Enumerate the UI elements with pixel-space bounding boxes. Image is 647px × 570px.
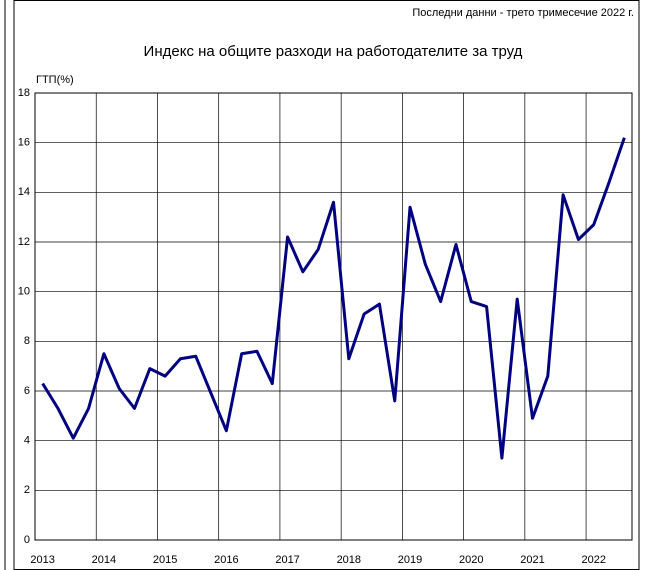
chart-title: Индекс на общите разходи на работодатели… <box>144 43 523 60</box>
x-tick-label: 2021 <box>520 554 544 566</box>
x-tick-label: 2017 <box>275 554 299 566</box>
x-tick-label: 2016 <box>214 554 238 566</box>
x-tick-label: 2015 <box>153 554 177 566</box>
y-tick-label: 14 <box>18 186 30 198</box>
y-tick-label: 18 <box>18 87 30 99</box>
y-tick-label: 4 <box>24 435 30 447</box>
frame <box>13 0 640 570</box>
x-tick-label: 2020 <box>459 554 483 566</box>
plot-area <box>34 92 633 541</box>
y-tick-label: 10 <box>18 286 30 298</box>
y-tick-label: 2 <box>24 484 30 496</box>
x-tick-label: 2019 <box>398 554 422 566</box>
y-axis-label: ГТП(%) <box>36 74 74 86</box>
x-tick-label: 2018 <box>337 554 361 566</box>
y-tick-label: 12 <box>18 236 30 248</box>
y-tick-label: 8 <box>24 335 30 347</box>
note: Последни данни - трето тримесечие 2022 г… <box>412 7 634 19</box>
x-tick-label: 2014 <box>92 554 116 566</box>
y-tick-label: 16 <box>18 137 30 149</box>
x-tick-label: 2013 <box>30 554 54 566</box>
x-tick-label: 2022 <box>581 554 605 566</box>
y-tick-label: 6 <box>24 385 30 397</box>
y-tick-label: 0 <box>24 534 30 546</box>
line <box>41 137 626 460</box>
